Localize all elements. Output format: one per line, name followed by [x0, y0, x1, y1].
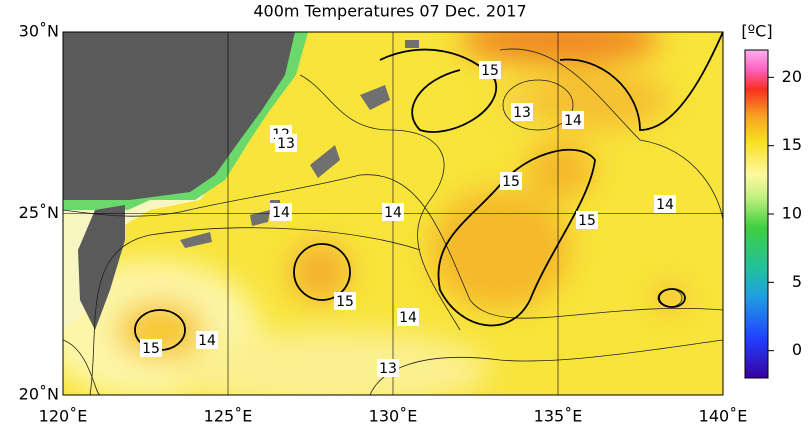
colorbar-tick-label: 0 [792, 340, 802, 359]
contour-label: 13 [379, 361, 397, 377]
contour-label: 13 [277, 136, 295, 152]
contour-label-box [562, 111, 584, 129]
contour-label-box [377, 359, 399, 377]
contour-label: 15 [502, 174, 520, 190]
contour-label-box [500, 172, 522, 190]
contour-label-box [479, 61, 501, 79]
colorbar-tick-label: 10 [782, 204, 802, 223]
title: 400m Temperatures 07 Dec. 2017 [253, 2, 526, 21]
contour-label: 14 [272, 205, 290, 221]
contour-label-box [382, 203, 404, 221]
lon-tick-label: 120˚E [39, 407, 88, 426]
contour-label-box [140, 339, 162, 357]
contour-label-box [654, 195, 676, 213]
lat-tick-label: 25˚N [19, 203, 59, 222]
contour-label: 15 [336, 294, 354, 310]
contour-label: 15 [578, 213, 596, 229]
colorbar-tick-label: 5 [792, 272, 802, 291]
lat-tick-label: 20˚N [19, 385, 59, 404]
contour-label: 14 [656, 197, 674, 213]
contour-label-box [397, 308, 419, 326]
colorbar-tick-label: 20 [782, 67, 802, 86]
contour-label-box [511, 103, 533, 121]
lat-tick-label: 30˚N [19, 22, 59, 41]
contour-label: 13 [513, 105, 531, 121]
colorbar [744, 49, 769, 379]
lon-tick-label: 140˚E [699, 407, 748, 426]
contour-label: 14 [198, 333, 216, 349]
contour-label-box [334, 292, 356, 310]
contour-label-box [275, 134, 297, 152]
colorbar-tick-label: 15 [782, 135, 802, 154]
contour-label: 14 [399, 310, 417, 326]
lon-tick-label: 130˚E [369, 407, 418, 426]
contour-label-box [576, 211, 598, 229]
contour-label: 14 [384, 205, 402, 221]
lon-tick-label: 135˚E [534, 407, 583, 426]
contour-label-box [270, 203, 292, 221]
contour-label: 15 [481, 63, 499, 79]
contour-label-box [196, 331, 218, 349]
colorbar-unit: [ºC] [741, 22, 772, 41]
contour-label: 14 [564, 113, 582, 129]
contour-label: 15 [142, 341, 160, 357]
lon-tick-label: 125˚E [204, 407, 253, 426]
